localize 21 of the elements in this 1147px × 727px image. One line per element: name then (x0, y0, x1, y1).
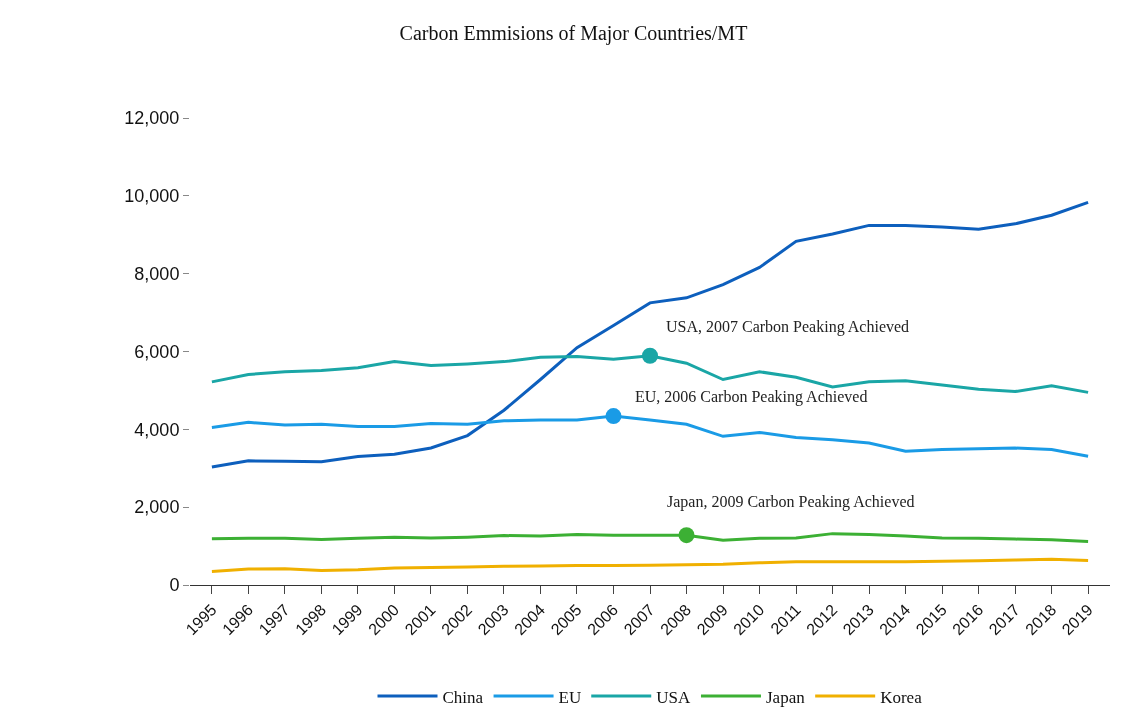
legend-label: Japan (765, 687, 806, 707)
point (605, 408, 622, 425)
point (678, 527, 695, 544)
y-tick-label: 0 (169, 575, 180, 596)
legend-label: Korea (880, 687, 923, 707)
y-tick-label: 8,000 (134, 263, 180, 284)
y-tick-label: 12,000 (124, 108, 180, 129)
point (642, 347, 658, 364)
line-series (210, 200, 1090, 469)
line-series (210, 557, 1090, 573)
chart-title: Carbon Emmisions of Major Countries/MT (399, 21, 748, 45)
y-tick-label: 2,000 (134, 497, 180, 518)
y-tick-label: 4,000 (134, 419, 180, 440)
annotation: USA, 2007 Carbon Peaking Achieved (666, 318, 910, 336)
y-tick-label: 6,000 (134, 341, 180, 362)
annotation: EU, 2006 Carbon Peaking Achieved (635, 388, 868, 406)
annotation: Japan, 2009 Carbon Peaking Achieved (667, 493, 915, 511)
legend-label: USA (656, 687, 691, 707)
y-tick-label: 10,000 (124, 186, 180, 207)
legend-label: EU (558, 687, 582, 707)
legend-label: China (442, 687, 484, 707)
